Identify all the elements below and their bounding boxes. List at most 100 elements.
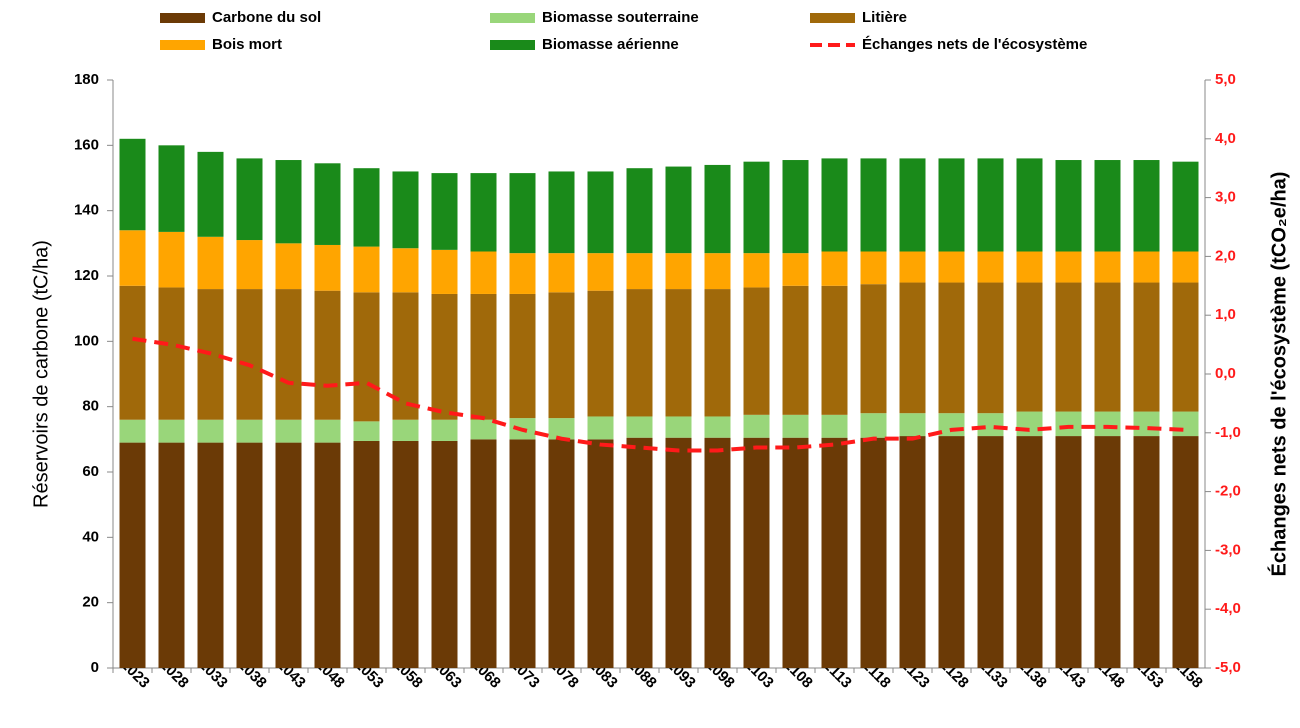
bar-segment — [821, 414, 848, 438]
bar-segment — [509, 439, 536, 668]
bar-segment — [236, 419, 263, 443]
bar-segment — [587, 253, 614, 291]
legend-label: Biomasse aérienne — [542, 36, 679, 53]
bar-segment — [977, 282, 1004, 414]
bar-segment — [743, 414, 770, 438]
y-tick-label: 80 — [82, 398, 99, 415]
bar-segment — [275, 160, 302, 244]
bar-segment — [236, 240, 263, 290]
bar-segment — [1055, 282, 1082, 412]
y2-tick-label: 4,0 — [1215, 130, 1236, 147]
bar-segment — [704, 253, 731, 290]
bar-segment — [821, 251, 848, 286]
bar-segment — [899, 158, 926, 252]
bar-segment — [1055, 160, 1082, 252]
bar-segment — [626, 289, 653, 417]
bar-segment — [821, 437, 848, 668]
bar-segment — [197, 442, 224, 668]
legend-swatch — [160, 40, 205, 50]
bar-segment — [665, 253, 692, 290]
bar-segment — [860, 437, 887, 668]
bar-segment — [236, 289, 263, 420]
bar-segment — [899, 282, 926, 414]
bar-segment — [392, 440, 419, 668]
bar-segment — [275, 289, 302, 420]
bar-segment — [1133, 436, 1160, 668]
bar-segment — [821, 285, 848, 415]
bar-segment — [587, 439, 614, 668]
y-tick-label: 100 — [74, 332, 99, 349]
bar-segment — [860, 251, 887, 285]
bar-segment — [977, 251, 1004, 283]
bar-segment — [1055, 251, 1082, 283]
bar-segment — [548, 292, 575, 419]
bar-segment — [431, 293, 458, 420]
bar-segment — [1055, 411, 1082, 437]
bar-segment — [860, 413, 887, 438]
legend-swatch — [160, 13, 205, 23]
bar-segment — [470, 419, 497, 440]
bar-segment — [587, 416, 614, 440]
bar-segment — [509, 253, 536, 294]
bar-segment — [314, 290, 341, 420]
bar-segment — [431, 173, 458, 250]
bar-segment — [938, 436, 965, 668]
net-exchange-line — [132, 336, 1186, 453]
y2-tick-label: -3,0 — [1215, 541, 1241, 558]
bar-segment — [938, 251, 965, 283]
bar-segment — [1094, 282, 1121, 412]
y-axis-label: Réservoirs de carbone (tC/ha) — [30, 240, 52, 508]
bar-segment — [236, 442, 263, 668]
bar-segment — [704, 437, 731, 668]
bar-segment — [1016, 158, 1043, 252]
bar-segment — [782, 253, 809, 286]
bar-segment — [977, 413, 1004, 437]
bar-segment — [197, 151, 224, 237]
legend-label: Litière — [862, 9, 907, 26]
bar-segment — [977, 436, 1004, 668]
bar-segment — [353, 168, 380, 247]
bar-segment — [782, 437, 809, 668]
bar-segment — [977, 158, 1004, 252]
bar-segment — [1133, 411, 1160, 437]
bar-segment — [158, 231, 185, 288]
y-tick-label: 180 — [74, 71, 99, 88]
bar-segment — [1094, 160, 1121, 252]
bar-segment — [626, 416, 653, 438]
bar-segment — [431, 440, 458, 668]
bar-segment — [236, 158, 263, 241]
bar-segment — [392, 171, 419, 249]
bar-segment — [1016, 411, 1043, 437]
bar-segment — [431, 419, 458, 441]
bar-segment — [938, 282, 965, 414]
bar-segment — [782, 414, 809, 438]
bar-segment — [158, 287, 185, 420]
bar-segment — [548, 439, 575, 668]
bar-segment — [119, 138, 146, 231]
bar-segment — [665, 166, 692, 254]
bar-segment — [1094, 436, 1121, 668]
y-tick-label: 40 — [82, 528, 99, 545]
bar-segment — [821, 158, 848, 252]
y2-tick-label: 5,0 — [1215, 71, 1236, 88]
bar-segment — [548, 253, 575, 293]
bar-segment — [197, 419, 224, 443]
bar-segment — [704, 164, 731, 254]
legend-swatch — [490, 13, 535, 23]
y-tick-label: 0 — [91, 659, 99, 676]
bar-segment — [626, 168, 653, 254]
bar-segment — [509, 173, 536, 254]
bar-segment — [509, 293, 536, 419]
y2-tick-label: -1,0 — [1215, 424, 1241, 441]
y2-tick-label: 2,0 — [1215, 247, 1236, 264]
legend-label: Bois mort — [212, 36, 282, 53]
legend-swatch — [490, 40, 535, 50]
y2-tick-label: 1,0 — [1215, 306, 1236, 323]
bar-segment — [1055, 436, 1082, 668]
y-tick-label: 20 — [82, 594, 99, 611]
bar-segment — [938, 158, 965, 252]
bar-segment — [1172, 161, 1199, 252]
y2-tick-label: -5,0 — [1215, 659, 1241, 676]
legend-label: Carbone du sol — [212, 9, 321, 26]
